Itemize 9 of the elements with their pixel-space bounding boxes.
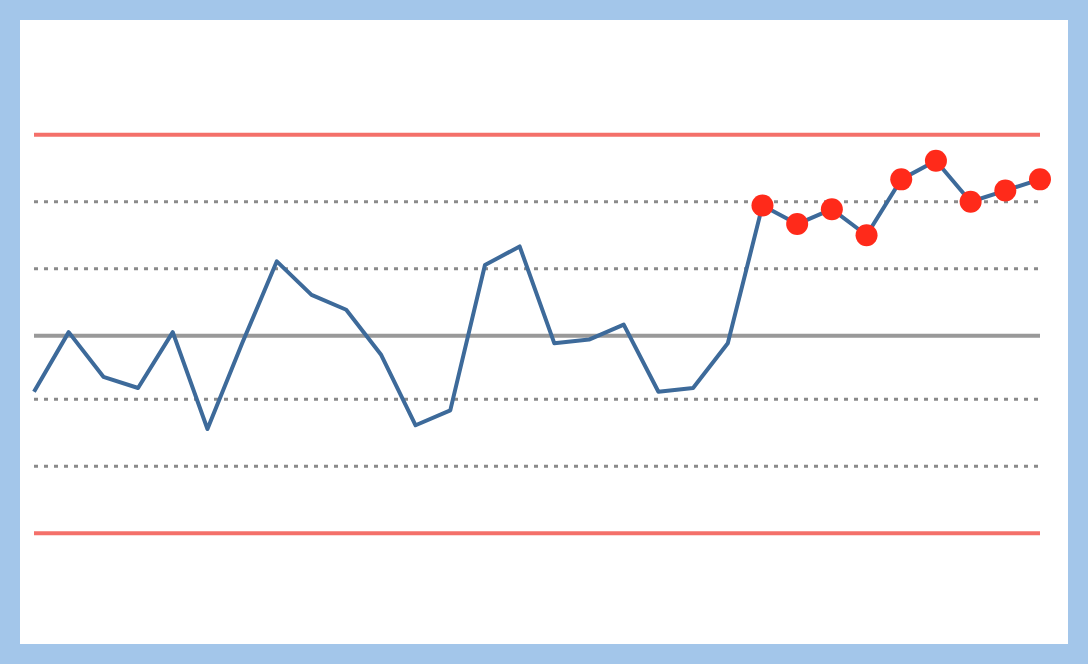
point (890, 168, 913, 191)
point (924, 149, 947, 172)
point (959, 190, 982, 213)
point (820, 198, 843, 221)
point (1029, 168, 1051, 191)
point (786, 213, 809, 236)
point (751, 194, 774, 217)
point (994, 179, 1017, 202)
point (855, 224, 878, 247)
